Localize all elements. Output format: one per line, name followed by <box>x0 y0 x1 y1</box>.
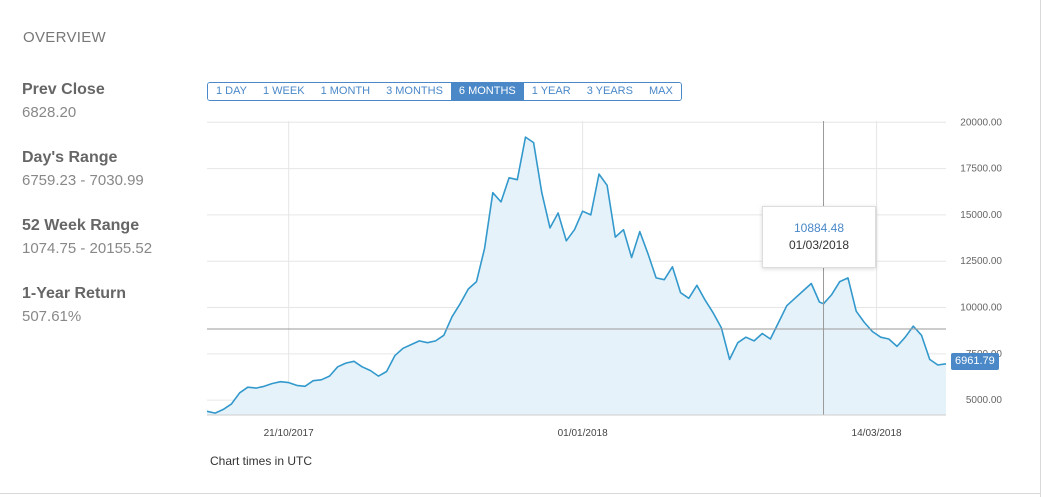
chart-footnote: Chart times in UTC <box>210 454 313 468</box>
y-tick-label: 12500.00 <box>960 256 1002 267</box>
stat-label: Day's Range <box>22 149 118 166</box>
stats-panel: Prev Close 6828.20 Day's Range 6759.23 -… <box>22 80 192 352</box>
x-tick-label: 21/10/2017 <box>264 428 314 439</box>
panel-border-right <box>1040 0 1041 497</box>
x-tick-label: 14/03/2018 <box>852 428 902 439</box>
range-tab-6-months[interactable]: 6 MONTHS <box>450 83 524 100</box>
series-area <box>207 137 946 415</box>
y-tick-label: 17500.00 <box>960 164 1002 175</box>
stat-value: 6759.23 - 7030.99 <box>22 172 144 189</box>
range-tab-1-month[interactable]: 1 MONTH <box>312 83 379 100</box>
series-line <box>206 136 947 414</box>
tooltip-value: 10884.48 <box>793 221 845 235</box>
range-tab-3-months[interactable]: 3 MONTHS <box>378 83 451 100</box>
tooltip-date: 01/03/2018 <box>788 238 850 252</box>
stat-label: 1-Year Return <box>22 285 127 302</box>
stat-label: 52 Week Range <box>22 217 140 234</box>
stat-days-range: Day's Range 6759.23 - 7030.99 <box>22 148 192 216</box>
panel-border-bottom <box>0 493 1041 494</box>
time-range-selector: 1 DAY 1 WEEK 1 MONTH 3 MONTHS 6 MONTHS 1 YEAR… <box>207 82 682 101</box>
range-tab-max[interactable]: MAX <box>640 83 681 100</box>
stat-value: 6828.20 <box>22 104 77 121</box>
stat-prev-close: Prev Close 6828.20 <box>22 80 192 148</box>
last-price-badge: 6961.79 <box>951 353 999 370</box>
range-tab-1-day[interactable]: 1 DAY <box>208 83 255 100</box>
y-tick-label: 20000.00 <box>960 117 1002 128</box>
y-tick-label: 15000.00 <box>960 210 1002 221</box>
range-tab-1-year[interactable]: 1 YEAR <box>523 83 579 100</box>
stat-value: 507.61% <box>22 308 82 325</box>
y-tick-label: 5000.00 <box>966 395 1003 406</box>
chart-tooltip: 10884.48 01/03/2018 <box>762 206 876 268</box>
y-tick-label: 10000.00 <box>960 303 1002 314</box>
x-tick-label: 01/01/2018 <box>558 428 608 439</box>
stat-1-year-return: 1-Year Return 507.61% <box>22 284 192 352</box>
stat-value: 1074.75 - 20155.52 <box>22 240 153 257</box>
stat-52-week-range: 52 Week Range 1074.75 - 20155.52 <box>22 216 192 284</box>
stat-label: Prev Close <box>22 81 105 98</box>
overview-title: OVERVIEW <box>23 29 106 46</box>
range-tab-1-week[interactable]: 1 WEEK <box>254 83 313 100</box>
range-tab-3-years[interactable]: 3 YEARS <box>578 83 641 100</box>
